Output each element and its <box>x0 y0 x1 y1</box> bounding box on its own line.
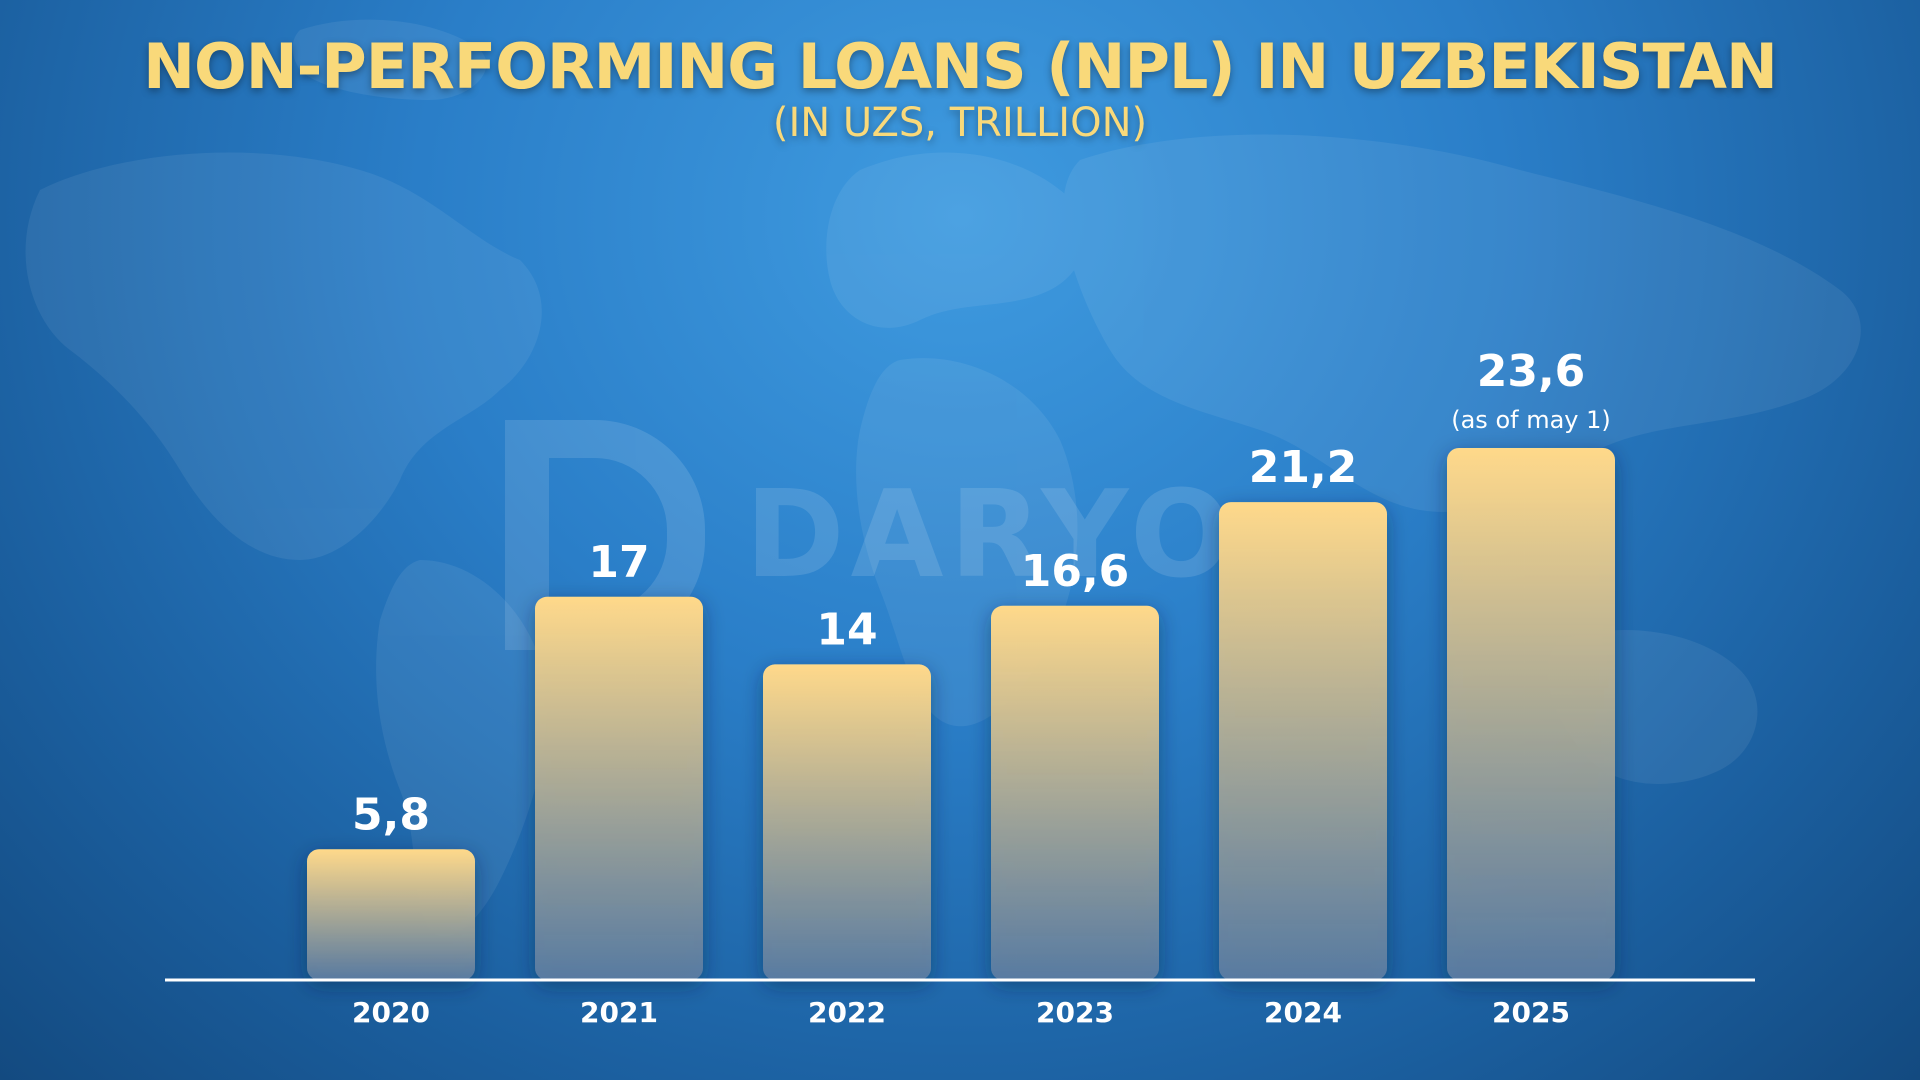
chart-title: NON-PERFORMING LOANS (NPL) IN UZBEKISTAN <box>143 30 1778 103</box>
labels-layer: 5,8 17 14 16,6 21,2 (as of may 1) 23,6 <box>352 346 1611 840</box>
x-tick-2025: 2025 <box>1492 996 1570 1029</box>
x-tick-2022: 2022 <box>808 996 886 1029</box>
bar-2021 <box>535 596 703 980</box>
value-label-2024: 21,2 <box>1249 442 1358 493</box>
bar-2023 <box>991 605 1159 980</box>
x-tick-2024: 2024 <box>1264 996 1342 1029</box>
bar-2020 <box>307 849 475 980</box>
bar-2025 <box>1447 448 1615 980</box>
x-tick-labels: 2020 2021 2022 2023 2024 2025 <box>352 996 1570 1029</box>
value-label-2023: 16,6 <box>1021 546 1130 597</box>
annotation-2025: (as of may 1) <box>1451 406 1611 434</box>
value-label-2022: 14 <box>816 604 877 655</box>
bar-2022 <box>763 664 931 980</box>
bars-layer <box>307 448 1615 980</box>
watermark-text: DARYO <box>745 465 1238 605</box>
value-label-2020: 5,8 <box>352 789 430 840</box>
x-tick-2023: 2023 <box>1036 996 1114 1029</box>
value-label-2021: 17 <box>588 537 649 588</box>
x-tick-2020: 2020 <box>352 996 430 1029</box>
bar-2024 <box>1219 502 1387 980</box>
value-label-2025: 23,6 <box>1477 346 1586 397</box>
chart-subtitle: (IN UZS, TRILLION) <box>772 100 1148 146</box>
x-tick-2021: 2021 <box>580 996 658 1029</box>
